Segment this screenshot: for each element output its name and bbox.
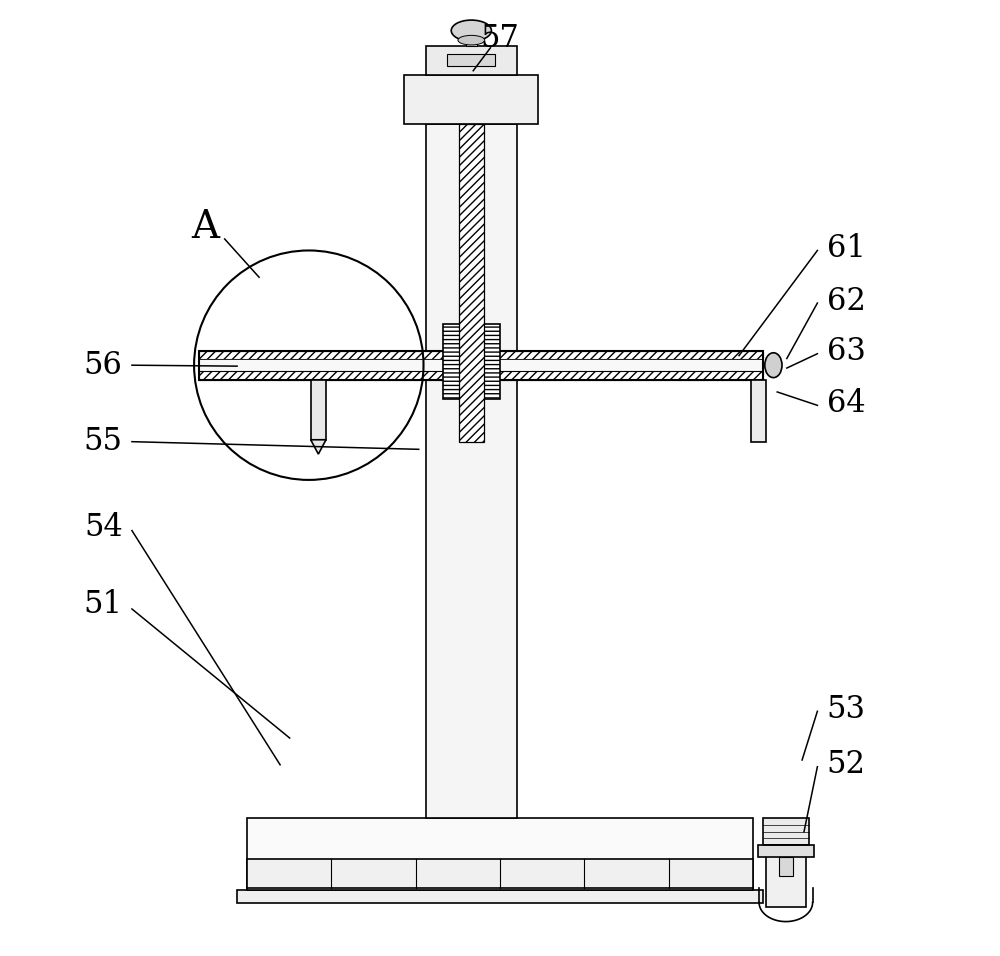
- Text: 63: 63: [827, 337, 866, 367]
- Bar: [447, 54, 495, 66]
- Bar: [443, 324, 500, 399]
- Ellipse shape: [765, 353, 782, 378]
- Text: 64: 64: [827, 388, 865, 419]
- Bar: [199, 371, 763, 380]
- Bar: [199, 351, 763, 380]
- Text: 56: 56: [84, 350, 123, 380]
- Ellipse shape: [458, 35, 485, 45]
- Bar: [459, 124, 484, 442]
- Bar: [247, 818, 753, 890]
- Bar: [426, 46, 517, 75]
- Bar: [247, 859, 753, 888]
- Text: 54: 54: [84, 512, 123, 543]
- Bar: [751, 380, 766, 442]
- Polygon shape: [311, 440, 326, 454]
- Bar: [758, 845, 814, 857]
- Ellipse shape: [451, 20, 491, 41]
- Bar: [237, 890, 763, 903]
- Bar: [426, 124, 517, 818]
- Text: 61: 61: [827, 233, 866, 264]
- Bar: [199, 359, 763, 374]
- Bar: [779, 857, 793, 876]
- Text: 53: 53: [827, 694, 866, 725]
- Bar: [763, 818, 809, 845]
- Text: 57: 57: [481, 23, 519, 54]
- Bar: [466, 29, 477, 46]
- Bar: [311, 380, 326, 440]
- Bar: [404, 75, 538, 124]
- Text: 62: 62: [827, 286, 866, 316]
- Text: 51: 51: [84, 589, 123, 619]
- Text: A: A: [192, 209, 220, 246]
- Bar: [199, 351, 763, 359]
- Bar: [766, 845, 806, 907]
- Text: 52: 52: [827, 750, 866, 780]
- Text: 55: 55: [84, 426, 123, 457]
